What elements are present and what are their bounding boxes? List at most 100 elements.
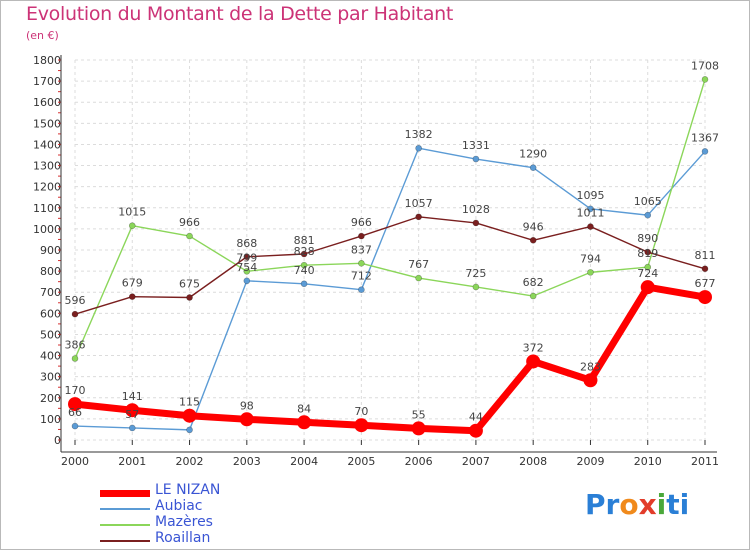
data-label: 868 xyxy=(236,237,257,250)
data-label: 828 xyxy=(294,245,315,258)
data-label: 98 xyxy=(240,399,254,412)
legend-swatch xyxy=(100,508,150,510)
data-label: 372 xyxy=(523,341,544,354)
data-point xyxy=(415,213,422,221)
data-point xyxy=(472,283,480,291)
data-label: 55 xyxy=(412,408,426,421)
data-label: 70 xyxy=(354,405,368,418)
data-point xyxy=(701,148,709,155)
y-tick-label: 0 xyxy=(54,434,61,447)
data-label: 712 xyxy=(351,270,372,283)
data-point xyxy=(415,144,422,152)
data-point xyxy=(182,408,197,423)
data-point xyxy=(411,421,426,436)
y-tick-label: 1800 xyxy=(33,54,61,67)
y-tick-label: 1200 xyxy=(33,181,61,194)
data-label: 1028 xyxy=(462,203,490,216)
data-point xyxy=(583,373,598,388)
data-label: 767 xyxy=(408,258,429,271)
data-point xyxy=(243,268,251,275)
data-label: 799 xyxy=(236,251,257,264)
series-line-aubiac xyxy=(74,147,706,431)
data-point xyxy=(300,250,308,258)
chart-subtitle: (en €) xyxy=(26,29,59,42)
data-point xyxy=(701,76,709,83)
legend-item: LE NIZAN xyxy=(100,482,320,501)
data-point xyxy=(128,293,136,300)
y-tick-label: 1700 xyxy=(33,75,61,88)
y-tick-label: 900 xyxy=(40,244,61,257)
data-point xyxy=(71,355,79,362)
y-tick-label: 1000 xyxy=(33,223,61,236)
x-tick-label: 2006 xyxy=(405,455,433,468)
y-tick-label: 600 xyxy=(40,307,61,320)
data-point xyxy=(587,269,594,276)
data-label: 1367 xyxy=(691,131,719,144)
x-tick-label: 2000 xyxy=(61,455,89,468)
data-point xyxy=(239,412,254,427)
data-label: 66 xyxy=(68,406,82,419)
data-label: 115 xyxy=(179,396,200,409)
y-tick-label: 1500 xyxy=(33,117,61,130)
data-label: 794 xyxy=(580,252,601,265)
data-point xyxy=(300,261,308,269)
data-point xyxy=(587,223,594,230)
y-tick-label: 1400 xyxy=(33,138,61,151)
x-tick-label: 2004 xyxy=(290,455,318,468)
data-label: 57 xyxy=(125,408,139,421)
x-tick-label: 2009 xyxy=(576,455,604,468)
y-tick-label: 400 xyxy=(40,350,61,363)
data-label: 1095 xyxy=(576,189,604,202)
data-point xyxy=(701,265,709,273)
data-label: 283 xyxy=(580,360,601,373)
y-tick-label: 100 xyxy=(40,413,61,426)
legend-item: Roaillan xyxy=(100,530,320,549)
logo-letter: P xyxy=(585,488,606,521)
data-label: 141 xyxy=(122,390,143,403)
x-tick-label: 2007 xyxy=(462,455,490,468)
data-point xyxy=(640,280,655,295)
chart-title: Evolution du Montant de la Dette par Hab… xyxy=(26,3,454,25)
data-point xyxy=(472,155,480,163)
data-point xyxy=(468,423,483,438)
y-tick-label: 300 xyxy=(40,371,61,384)
proxiti-logo: Proxiti xyxy=(585,488,689,521)
data-point xyxy=(526,354,541,369)
y-tick-label: 1100 xyxy=(33,202,61,215)
y-tick-label: 1300 xyxy=(33,160,61,173)
data-label: 1011 xyxy=(576,207,604,220)
x-tick-label: 2008 xyxy=(519,455,547,468)
logo-letter: i xyxy=(679,488,690,521)
x-tick-label: 2005 xyxy=(347,455,375,468)
data-point xyxy=(529,164,537,171)
data-point xyxy=(358,259,365,267)
legend-item: Aubiac xyxy=(100,498,320,517)
y-tick-label: 800 xyxy=(40,265,61,278)
data-label: 1015 xyxy=(118,206,146,219)
series-line-le-nizan xyxy=(71,283,709,435)
data-label: 1708 xyxy=(691,59,719,72)
data-label: 596 xyxy=(65,294,86,307)
logo-letter: i xyxy=(656,488,667,521)
data-point xyxy=(472,219,480,227)
data-label: 966 xyxy=(179,216,200,229)
y-tick-label: 1600 xyxy=(33,96,61,109)
data-point xyxy=(529,292,537,300)
data-label: 837 xyxy=(351,243,372,256)
data-point xyxy=(71,310,79,318)
data-label: 675 xyxy=(179,278,200,291)
data-point xyxy=(125,403,140,418)
data-point xyxy=(186,232,193,240)
y-tick-label: 200 xyxy=(40,392,61,405)
legend-label: Aubiac xyxy=(155,498,203,514)
data-label: 170 xyxy=(65,384,86,397)
data-point xyxy=(644,211,652,219)
data-label: 890 xyxy=(637,232,658,245)
data-label: 1057 xyxy=(405,197,433,210)
y-tick-label: 700 xyxy=(40,286,61,299)
legend-item: Mazères xyxy=(100,514,320,533)
data-label: 946 xyxy=(523,220,544,233)
data-label: 881 xyxy=(294,234,315,247)
data-label: 677 xyxy=(695,277,716,290)
data-point xyxy=(415,274,422,282)
